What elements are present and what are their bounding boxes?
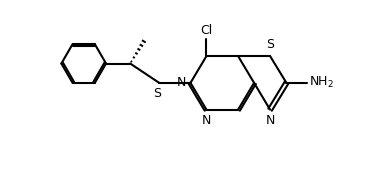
Text: N: N xyxy=(176,76,186,89)
Text: S: S xyxy=(266,38,274,51)
Text: NH$_2$: NH$_2$ xyxy=(309,75,334,90)
Text: N: N xyxy=(265,114,275,127)
Text: S: S xyxy=(153,87,161,100)
Text: N: N xyxy=(202,114,211,127)
Text: Cl: Cl xyxy=(201,24,212,37)
